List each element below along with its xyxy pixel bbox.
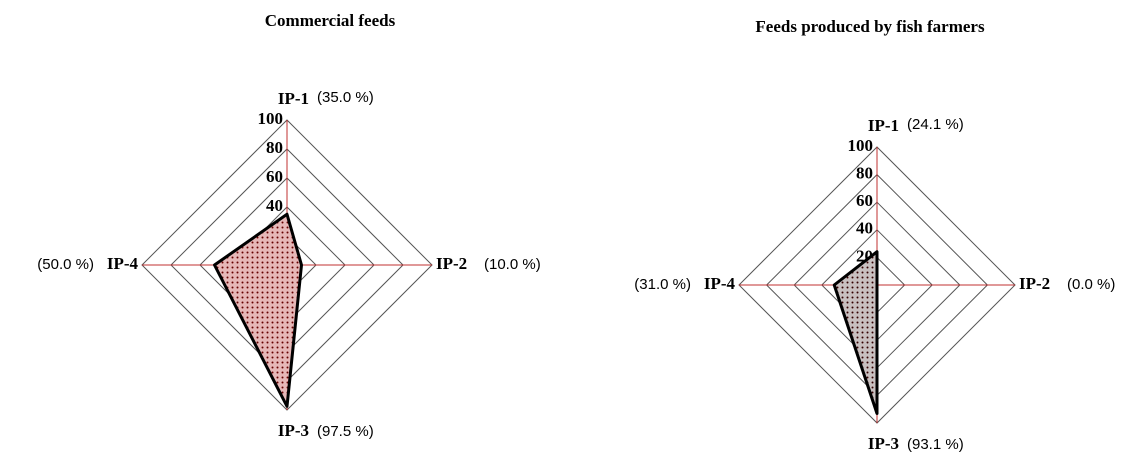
chart-title: Feeds produced by fish farmers	[755, 17, 985, 36]
tick-label: 60	[266, 167, 283, 186]
value-label: (50.0 %)	[37, 256, 94, 273]
value-label: (35.0 %)	[317, 89, 374, 106]
value-label: (24.1 %)	[907, 116, 964, 133]
category-label: IP-2	[1019, 274, 1050, 293]
tick-label: 40	[266, 196, 283, 215]
data-area	[213, 212, 303, 408]
category-label: IP-2	[436, 254, 467, 273]
category-label: IP-1	[868, 116, 899, 135]
category-label: IP-4	[704, 274, 736, 293]
category-label: IP-3	[278, 421, 309, 440]
chart-title: Commercial feeds	[265, 11, 396, 30]
category-label: IP-4	[107, 254, 139, 273]
tick-label: 60	[856, 191, 873, 210]
tick-label: 40	[856, 219, 873, 238]
value-label: (10.0 %)	[484, 256, 541, 273]
value-label: (31.0 %)	[634, 276, 691, 293]
data-area	[832, 250, 879, 415]
value-label: (0.0 %)	[1067, 276, 1115, 293]
category-label: IP-1	[278, 89, 309, 108]
value-label: (97.5 %)	[317, 423, 374, 440]
tick-label: 100	[848, 136, 874, 155]
tick-label: 80	[266, 138, 283, 157]
tick-label: 100	[258, 109, 284, 128]
tick-label: 80	[856, 164, 873, 183]
category-label: IP-3	[868, 434, 899, 453]
value-label: (93.1 %)	[907, 436, 964, 453]
